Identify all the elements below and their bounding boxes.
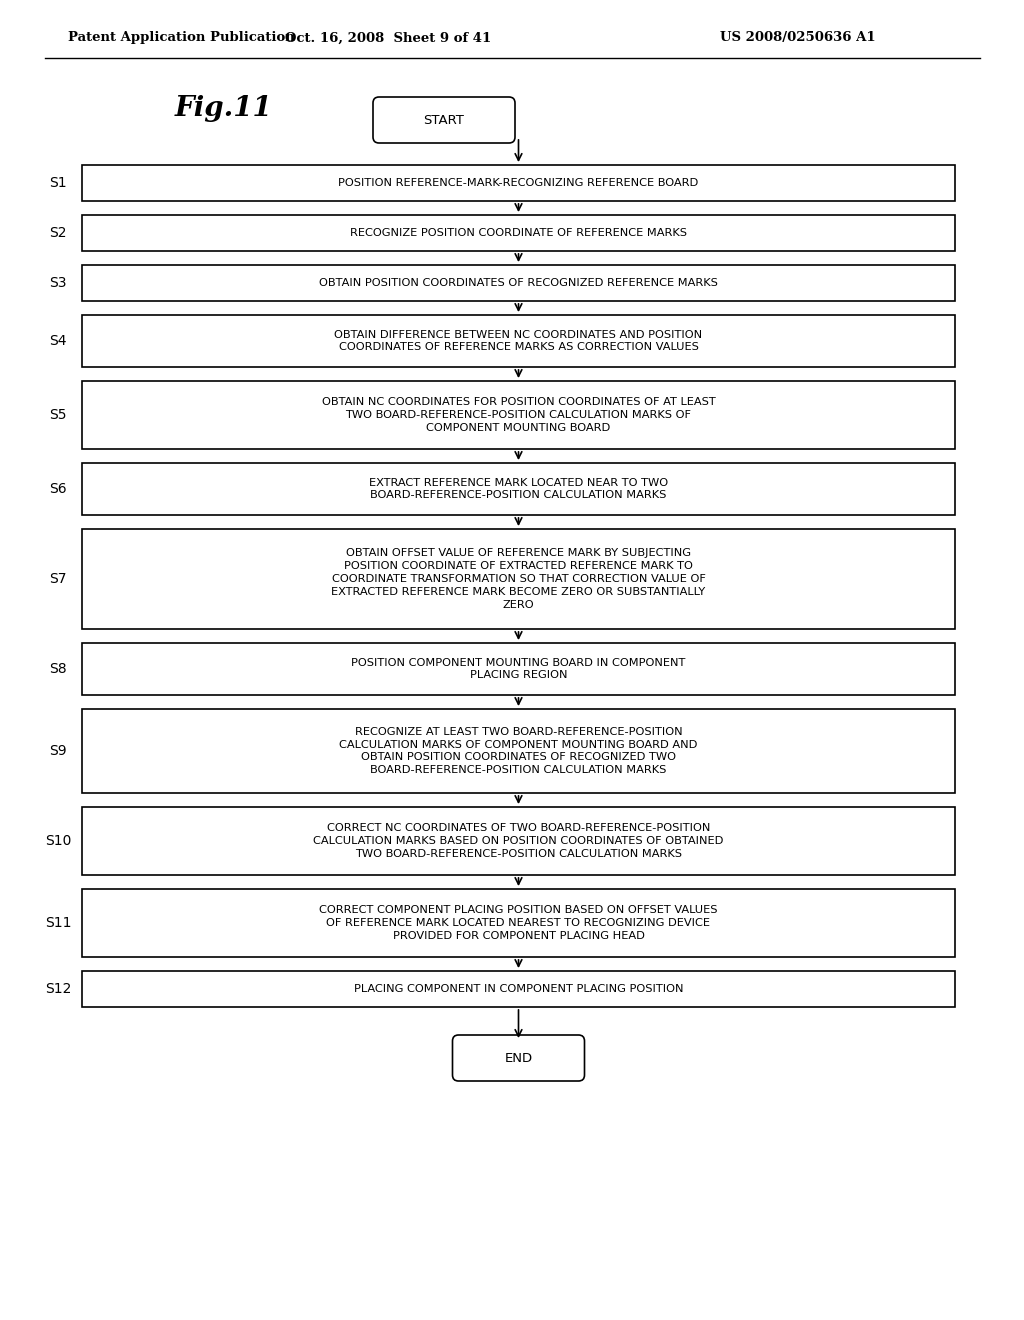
Text: S7: S7 xyxy=(49,572,67,586)
Bar xyxy=(82,265,955,301)
Bar xyxy=(82,807,955,875)
Bar xyxy=(82,165,955,201)
Bar xyxy=(82,215,955,251)
Text: Fig.11: Fig.11 xyxy=(175,95,272,121)
Text: OBTAIN NC COORDINATES FOR POSITION COORDINATES OF AT LEAST
TWO BOARD-REFERENCE-P: OBTAIN NC COORDINATES FOR POSITION COORD… xyxy=(322,397,716,433)
Bar xyxy=(82,381,955,449)
Bar xyxy=(82,529,955,630)
Text: EXTRACT REFERENCE MARK LOCATED NEAR TO TWO
BOARD-REFERENCE-POSITION CALCULATION : EXTRACT REFERENCE MARK LOCATED NEAR TO T… xyxy=(369,478,668,500)
Bar xyxy=(82,972,955,1007)
Text: S12: S12 xyxy=(45,982,72,997)
Text: S1: S1 xyxy=(49,176,67,190)
Text: RECOGNIZE AT LEAST TWO BOARD-REFERENCE-POSITION
CALCULATION MARKS OF COMPONENT M: RECOGNIZE AT LEAST TWO BOARD-REFERENCE-P… xyxy=(339,727,697,775)
Text: Patent Application Publication: Patent Application Publication xyxy=(68,32,295,45)
Bar xyxy=(82,709,955,793)
Text: OBTAIN DIFFERENCE BETWEEN NC COORDINATES AND POSITION
COORDINATES OF REFERENCE M: OBTAIN DIFFERENCE BETWEEN NC COORDINATES… xyxy=(335,330,702,352)
Text: END: END xyxy=(505,1052,532,1064)
Bar xyxy=(82,463,955,515)
Text: START: START xyxy=(424,114,465,127)
Text: CORRECT COMPONENT PLACING POSITION BASED ON OFFSET VALUES
OF REFERENCE MARK LOCA: CORRECT COMPONENT PLACING POSITION BASED… xyxy=(319,906,718,941)
Text: S6: S6 xyxy=(49,482,67,496)
Text: S10: S10 xyxy=(45,834,72,847)
Text: S11: S11 xyxy=(45,916,72,931)
Text: RECOGNIZE POSITION COORDINATE OF REFERENCE MARKS: RECOGNIZE POSITION COORDINATE OF REFEREN… xyxy=(350,228,687,238)
Text: S2: S2 xyxy=(49,226,67,240)
Text: PLACING COMPONENT IN COMPONENT PLACING POSITION: PLACING COMPONENT IN COMPONENT PLACING P… xyxy=(353,983,683,994)
Text: POSITION REFERENCE-MARK-RECOGNIZING REFERENCE BOARD: POSITION REFERENCE-MARK-RECOGNIZING REFE… xyxy=(338,178,698,187)
Text: Oct. 16, 2008  Sheet 9 of 41: Oct. 16, 2008 Sheet 9 of 41 xyxy=(285,32,492,45)
FancyBboxPatch shape xyxy=(453,1035,585,1081)
Text: US 2008/0250636 A1: US 2008/0250636 A1 xyxy=(720,32,876,45)
Text: S3: S3 xyxy=(49,276,67,290)
Bar xyxy=(82,888,955,957)
Bar xyxy=(82,643,955,696)
Text: S5: S5 xyxy=(49,408,67,422)
FancyBboxPatch shape xyxy=(373,96,515,143)
Bar xyxy=(82,315,955,367)
Text: S4: S4 xyxy=(49,334,67,348)
Text: S8: S8 xyxy=(49,663,67,676)
Text: OBTAIN OFFSET VALUE OF REFERENCE MARK BY SUBJECTING
POSITION COORDINATE OF EXTRA: OBTAIN OFFSET VALUE OF REFERENCE MARK BY… xyxy=(332,548,706,610)
Text: OBTAIN POSITION COORDINATES OF RECOGNIZED REFERENCE MARKS: OBTAIN POSITION COORDINATES OF RECOGNIZE… xyxy=(319,279,718,288)
Text: CORRECT NC COORDINATES OF TWO BOARD-REFERENCE-POSITION
CALCULATION MARKS BASED O: CORRECT NC COORDINATES OF TWO BOARD-REFE… xyxy=(313,824,724,859)
Text: S9: S9 xyxy=(49,744,67,758)
Text: POSITION COMPONENT MOUNTING BOARD IN COMPONENT
PLACING REGION: POSITION COMPONENT MOUNTING BOARD IN COM… xyxy=(351,657,686,680)
